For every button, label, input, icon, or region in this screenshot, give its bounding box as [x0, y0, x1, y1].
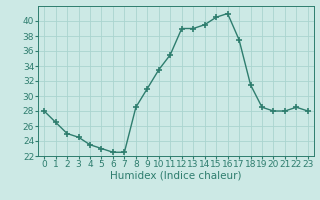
X-axis label: Humidex (Indice chaleur): Humidex (Indice chaleur): [110, 171, 242, 181]
